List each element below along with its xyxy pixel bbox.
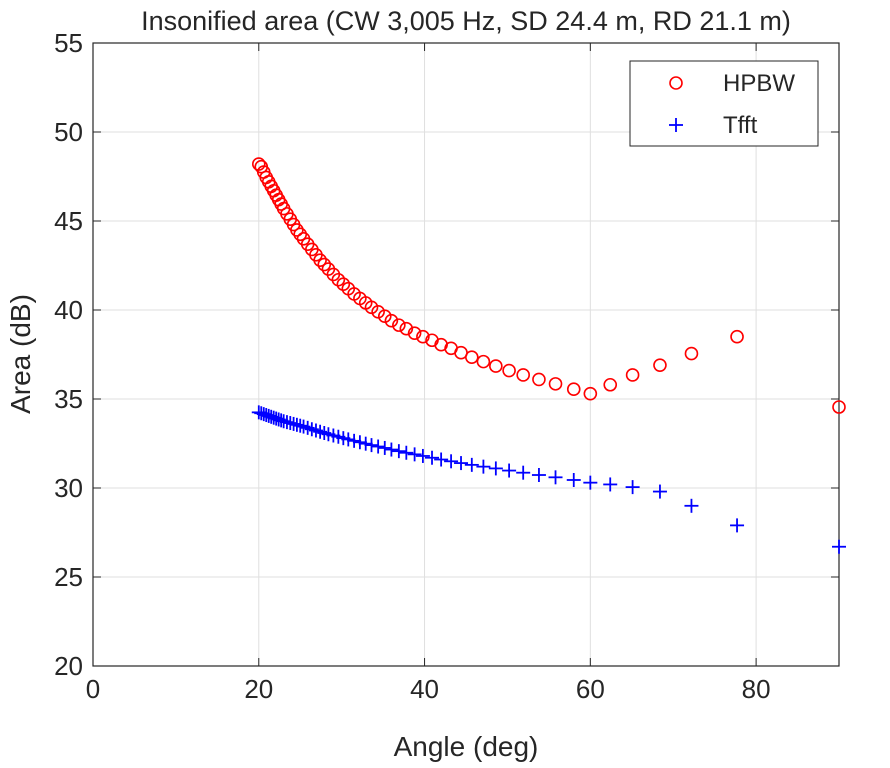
x-tick-label: 80 <box>742 674 771 704</box>
data-point-tfft <box>603 477 618 492</box>
legend-marker-hpbw <box>669 76 683 90</box>
data-point-hpbw <box>502 363 516 378</box>
data-point-tfft <box>832 539 846 554</box>
data-point-hpbw <box>489 359 503 373</box>
y-tick-label: 35 <box>54 384 83 414</box>
data-point-hpbw <box>465 350 479 364</box>
data-point-tfft <box>347 433 362 448</box>
x-tick-label: 40 <box>410 674 439 704</box>
data-point-tfft <box>531 468 546 483</box>
data-point-tfft <box>516 465 531 480</box>
data-point-tfft <box>407 447 422 462</box>
data-point-hpbw <box>290 223 304 237</box>
data-point-hpbw <box>399 321 414 336</box>
data-point-hpbw <box>625 368 640 382</box>
data-point-tfft <box>488 461 503 476</box>
series-tfft <box>251 405 846 554</box>
data-point-tfft <box>358 436 373 451</box>
legend-symbol-hpbw <box>669 76 683 90</box>
data-point-tfft <box>502 463 517 478</box>
data-point-tfft <box>391 444 406 459</box>
y-tick-label: 50 <box>54 117 83 147</box>
data-point-tfft <box>399 445 414 460</box>
data-point-tfft <box>425 450 440 465</box>
data-series <box>251 157 846 554</box>
y-tick-label: 40 <box>54 295 83 325</box>
data-point-tfft <box>476 459 491 474</box>
y-tick-label: 30 <box>54 473 83 503</box>
data-point-hpbw <box>684 346 699 361</box>
chart-title: Insonified area (CW 3,005 Hz, SD 24.4 m,… <box>141 6 791 36</box>
data-point-hpbw <box>377 309 392 324</box>
data-point-hpbw <box>583 386 598 401</box>
data-point-tfft <box>371 439 386 454</box>
legend-label-tfft: Tfft <box>723 112 758 139</box>
data-point-tfft <box>377 440 392 455</box>
data-point-tfft <box>415 448 430 463</box>
data-point-tfft <box>454 456 469 471</box>
legend: HPBW Tfft <box>629 60 819 147</box>
y-tick-label: 55 <box>54 28 83 58</box>
data-point-hpbw <box>313 253 327 267</box>
data-point-hpbw <box>336 277 351 291</box>
data-point-tfft <box>583 475 598 490</box>
y-tick-label: 45 <box>54 206 83 236</box>
x-tick-label: 20 <box>244 674 273 704</box>
data-point-hpbw <box>416 329 430 344</box>
legend-box <box>629 60 819 147</box>
data-point-tfft <box>625 480 640 495</box>
data-point-hpbw <box>371 304 385 319</box>
series-hpbw <box>251 157 846 414</box>
x-tick-label: 0 <box>86 674 100 704</box>
data-point-hpbw <box>566 382 581 397</box>
data-point-hpbw <box>516 368 530 382</box>
data-point-tfft <box>566 472 581 487</box>
data-point-hpbw <box>384 313 399 328</box>
data-point-hpbw <box>832 400 846 414</box>
data-point-hpbw <box>407 326 422 340</box>
y-tick-label: 25 <box>54 562 83 592</box>
data-point-hpbw <box>603 377 618 392</box>
plot-frame <box>92 42 840 667</box>
data-point-tfft <box>352 435 367 450</box>
data-point-hpbw <box>364 300 379 315</box>
data-point-hpbw <box>653 358 667 372</box>
x-axis-label: Angle (deg) <box>394 731 539 762</box>
data-point-tfft <box>684 498 699 513</box>
legend-label-hpbw: HPBW <box>723 70 795 97</box>
data-point-tfft <box>444 454 459 469</box>
data-point-tfft <box>341 432 356 447</box>
data-point-hpbw <box>331 272 346 287</box>
data-point-tfft <box>364 438 379 453</box>
data-point-tfft <box>548 470 563 485</box>
data-point-tfft <box>730 518 745 533</box>
y-tick-label: 20 <box>54 651 83 681</box>
data-point-hpbw <box>392 318 406 332</box>
data-point-hpbw <box>548 377 563 391</box>
data-point-tfft <box>434 452 449 467</box>
data-point-hpbw <box>293 227 308 242</box>
data-point-hpbw <box>476 354 491 369</box>
data-point-hpbw <box>730 329 744 344</box>
y-axis-label: Area (dB) <box>5 294 36 414</box>
data-point-tfft <box>384 442 399 457</box>
x-tick-label: 60 <box>576 674 605 704</box>
legend-marker-tfft <box>669 118 683 132</box>
data-point-tfft <box>652 484 667 499</box>
data-point-tfft <box>464 457 479 472</box>
data-point-hpbw <box>317 257 332 272</box>
data-point-hpbw <box>532 372 546 387</box>
legend-symbol-tfft <box>669 118 683 132</box>
